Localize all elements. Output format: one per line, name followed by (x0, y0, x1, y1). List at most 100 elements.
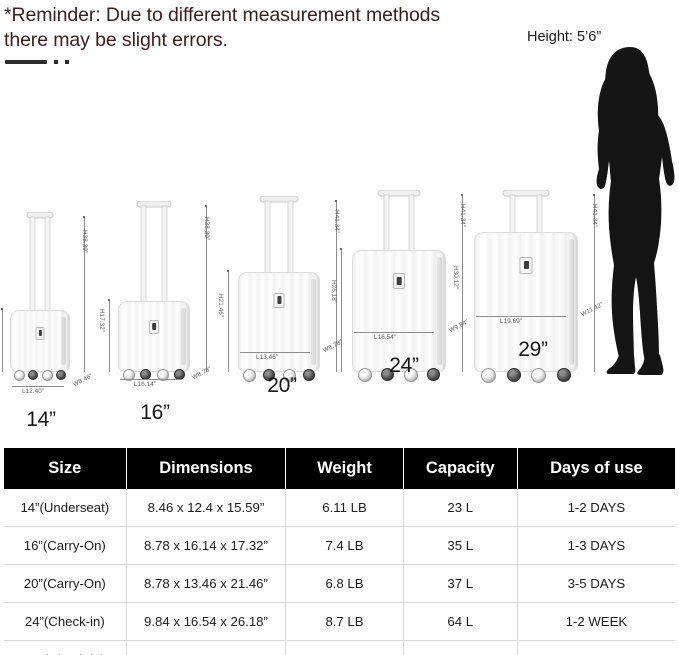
wheels-29 (474, 368, 578, 383)
table-row: 14”(Underseat) 8.46 x 12.4 x 15.59” 6.11… (4, 489, 675, 527)
cell-dimensions: 8.78 x 13.46 x 21.46” (126, 564, 287, 603)
telescopic-handle-20 (258, 196, 300, 274)
cell-capacity: 103 L (403, 640, 518, 655)
wheel-icon (302, 369, 315, 381)
body-height-label-16: H17.32” (98, 309, 105, 333)
body-height-label-20: H21.46” (217, 294, 224, 318)
rule-dot-icon (65, 60, 69, 64)
column-header-size: Size (4, 448, 127, 489)
dimension-line (12, 386, 64, 387)
table-header-row: Size Dimensions Weight Capacity Days of … (4, 448, 675, 489)
cell-weight: 8.7 LB (285, 602, 404, 641)
luggage-body-20 (238, 272, 320, 372)
dimension-tick (83, 216, 85, 218)
dimension-tick (335, 200, 337, 202)
dimension-tick (1, 308, 3, 310)
rule-dash-icon (5, 60, 47, 64)
wheel-icon (263, 369, 276, 381)
wheel-icon (403, 368, 418, 382)
tsa-lock-icon (273, 293, 285, 308)
dimension-line (2, 310, 3, 372)
cell-weight: 11.0 LB (285, 640, 404, 655)
handle-height-label-14: H38.39” (81, 230, 88, 254)
tsa-lock-icon (149, 320, 159, 334)
cell-dimensions: 11.42 x 19.69 x 30.12” (126, 640, 287, 655)
wheels-14 (10, 370, 70, 381)
dimension-line (354, 332, 434, 333)
cell-days: >2 WEEK (517, 640, 675, 655)
cell-days: 3-5 DAYS (517, 564, 675, 603)
column-header-dimensions: Dimensions (126, 448, 287, 489)
cell-size: 16”(Carry-On) (4, 526, 127, 565)
luggage-body-24 (352, 250, 446, 372)
dimension-line (462, 196, 463, 372)
length-label-29: L19.69” (500, 318, 523, 325)
luggage-item-20: H41.34” H21.46” L13.46” W8.78” 20” (217, 196, 344, 397)
size-label-16: 16” (140, 401, 170, 424)
size-label-20: 20” (267, 374, 297, 397)
size-label-24: 24” (389, 354, 419, 377)
cell-capacity: 64 L (403, 602, 518, 641)
measurement-reminder: *Reminder: Due to different measurement … (4, 3, 524, 53)
wheel-icon (28, 370, 39, 380)
dimension-tick (593, 194, 595, 196)
decorative-rule (5, 60, 69, 64)
cell-capacity: 37 L (403, 564, 518, 603)
telescopic-handle-16 (135, 201, 173, 303)
table-row: 20”(Carry-On) 8.78 x 13.46 x 21.46” 6.8 … (4, 564, 675, 603)
wheel-icon (531, 368, 547, 383)
cell-size: 29”(Check-in) (4, 640, 127, 655)
dimension-line (341, 250, 342, 372)
handle-height-label-29: H41.34” (591, 204, 598, 228)
luggage-body-16 (118, 301, 190, 372)
rule-dot-icon (54, 60, 58, 64)
dimension-tick (205, 205, 207, 207)
wheel-icon (282, 369, 296, 382)
cell-days: 1-3 DAYS (517, 526, 675, 565)
dimension-line (84, 218, 85, 372)
cell-size: 20”(Carry-On) (4, 564, 127, 603)
telescopic-handle-14 (25, 212, 55, 312)
reminder-line-1: *Reminder: Due to different measurement … (4, 4, 441, 26)
wheel-icon (243, 369, 256, 382)
cell-weight: 7.4 LB (285, 526, 404, 565)
tsa-lock-icon (393, 273, 405, 289)
wheel-icon (426, 368, 440, 381)
dimension-line (206, 207, 207, 372)
specification-table: Size Dimensions Weight Capacity Days of … (4, 448, 675, 655)
length-label-14: L12.40” (22, 388, 45, 395)
column-header-weight: Weight (285, 448, 404, 489)
length-label-24: L16.54” (374, 334, 397, 341)
size-label-14: 14” (26, 408, 56, 431)
cell-weight: 6.8 LB (285, 564, 404, 603)
width-label-16: W8.78” (191, 365, 213, 382)
dimension-line (228, 272, 229, 372)
handle-height-label-16: H38.39” (203, 217, 210, 241)
tsa-lock-icon (35, 327, 45, 340)
wheel-icon (55, 370, 66, 380)
wheel-icon (41, 370, 53, 381)
cell-days: 1-2 WEEK (517, 602, 675, 641)
column-header-capacity: Capacity (403, 448, 518, 489)
wheel-icon (358, 368, 372, 382)
cell-capacity: 23 L (403, 489, 518, 527)
dimension-line (594, 196, 595, 372)
luggage-item-24: H41.34” H26.18” L16.54” W9.84” 24” (330, 190, 470, 382)
table-row: 29”(Check-in) 11.42 x 19.69 x 30.12” 11.… (4, 640, 675, 655)
luggage-item-14: H38.39” H15.59” L12.40” W8.46” 14” (1, 212, 94, 431)
telescopic-handle-29 (501, 190, 551, 234)
luggage-body-14 (10, 310, 70, 372)
model-height-label: Height: 5’6” (527, 29, 602, 45)
luggage-item-16: H38.39” H17.32” L16.14” W8.78” 16” (98, 201, 213, 424)
width-label-24: W9.84” (448, 318, 470, 335)
dimension-tick (108, 299, 110, 301)
cell-size: 14”(Underseat) (4, 489, 127, 527)
wheel-icon (14, 370, 25, 381)
dimension-line (120, 379, 182, 380)
wheel-icon (481, 368, 496, 383)
cell-weight: 6.11 LB (285, 489, 404, 527)
telescopic-handle-24 (376, 190, 422, 252)
length-label-20: L13.46” (256, 354, 279, 361)
size-label-29: 29” (518, 338, 548, 361)
